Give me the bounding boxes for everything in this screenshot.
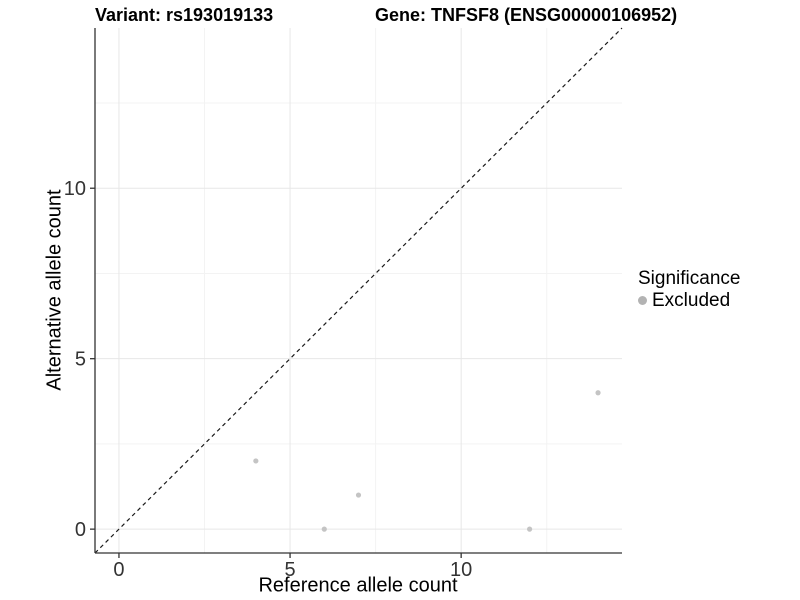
x-tick-label: 0 bbox=[113, 559, 124, 581]
legend: Significance Excluded bbox=[638, 268, 740, 311]
y-tick-label: 0 bbox=[75, 519, 86, 541]
identity-dashed-line bbox=[94, 27, 623, 554]
gene-title: Gene: TNFSF8 (ENSG00000106952) bbox=[375, 5, 678, 25]
y-tick-label: 5 bbox=[75, 349, 86, 371]
legend-title: Significance bbox=[638, 268, 741, 289]
legend-item-label: Excluded bbox=[652, 290, 731, 311]
data-point bbox=[595, 390, 601, 396]
x-tick-label: 10 bbox=[450, 559, 472, 581]
data-point bbox=[355, 492, 362, 498]
y-tick-label: 10 bbox=[64, 178, 86, 200]
legend-point-icon bbox=[638, 296, 647, 305]
x-tick-label: 5 bbox=[284, 559, 295, 581]
data-point bbox=[253, 458, 259, 464]
y-axis-title: Alternative allele count bbox=[43, 189, 66, 391]
legend-item-excluded: Excluded bbox=[638, 290, 740, 311]
data-point bbox=[321, 526, 327, 532]
x-axis-title: Reference allele count bbox=[258, 574, 458, 597]
variant-title: Variant: rs193019133 bbox=[95, 5, 274, 25]
data-point bbox=[527, 526, 533, 532]
